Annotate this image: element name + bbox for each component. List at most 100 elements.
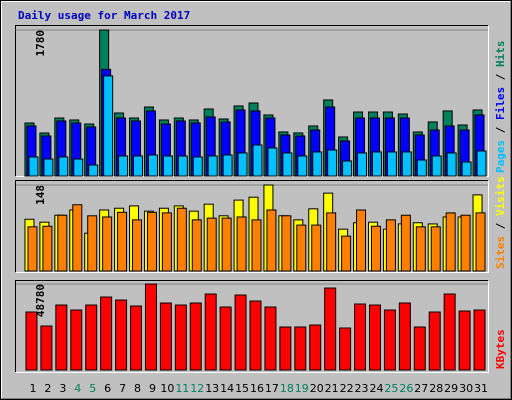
bar — [28, 156, 39, 177]
bar — [446, 152, 457, 177]
bar — [236, 216, 247, 272]
bar — [70, 309, 83, 371]
bar — [43, 158, 54, 177]
x-tick-label: 16 — [250, 382, 264, 395]
bar — [357, 152, 368, 177]
bar — [251, 219, 262, 272]
bar — [222, 154, 233, 177]
bar — [311, 224, 322, 272]
bar — [383, 309, 396, 371]
legend-entry: Hits — [494, 41, 507, 68]
x-tick-label: 13 — [205, 382, 219, 395]
x-tick-label: 9 — [149, 382, 156, 395]
bar — [55, 304, 68, 371]
panel-bevel — [15, 280, 489, 373]
bar — [354, 303, 367, 371]
bar — [189, 302, 202, 371]
bar — [237, 152, 248, 177]
bar — [339, 327, 352, 371]
bar — [58, 156, 69, 177]
y-tick-label: 48780 — [34, 284, 47, 317]
y-tick-label: 148 — [34, 185, 47, 205]
x-tick-label: 14 — [220, 382, 234, 395]
bar — [341, 235, 352, 272]
bar — [413, 326, 426, 371]
bar — [400, 214, 411, 272]
legend-separator: / — [494, 67, 507, 87]
bar — [431, 155, 442, 177]
x-tick-label: 24 — [369, 382, 383, 395]
bar — [73, 158, 84, 177]
bar — [266, 209, 277, 272]
bar — [234, 294, 247, 371]
x-tick-label: 2 — [44, 382, 51, 395]
legend-entry: Sites — [494, 236, 507, 269]
bar — [115, 299, 128, 371]
bar — [460, 214, 471, 272]
panel-bevel — [15, 25, 489, 177]
bar — [87, 215, 98, 272]
bar — [475, 212, 486, 272]
bar — [117, 211, 128, 272]
bar — [386, 151, 397, 177]
bar — [252, 144, 263, 177]
x-tick-label: 17 — [265, 382, 279, 395]
bar — [294, 326, 307, 371]
y-tick-label: 1780 — [34, 30, 47, 57]
bar — [416, 159, 427, 177]
bar — [40, 325, 53, 371]
bar — [445, 212, 456, 272]
bar — [133, 155, 144, 177]
bar — [461, 161, 472, 177]
x-tick-label: 7 — [119, 382, 126, 395]
bar — [324, 287, 337, 371]
x-tick-label: 25 — [384, 382, 398, 395]
bar — [204, 293, 217, 371]
bar — [476, 150, 487, 177]
x-tick-label: 18 — [280, 382, 294, 395]
bar — [159, 302, 172, 371]
panel-bevel — [15, 180, 489, 273]
bar — [326, 212, 337, 272]
x-tick-label: 21 — [325, 382, 339, 395]
bar — [267, 147, 278, 177]
x-tick-label: 6 — [104, 382, 111, 395]
x-tick-label: 31 — [474, 382, 488, 395]
bar — [296, 224, 307, 272]
bar — [219, 306, 232, 371]
x-tick-label: 28 — [429, 382, 443, 395]
x-tick-label: 26 — [399, 382, 413, 395]
bar — [177, 155, 188, 177]
bar — [162, 155, 173, 177]
x-tick-label: 11 — [175, 382, 189, 395]
bar — [85, 304, 98, 371]
bar — [161, 212, 172, 272]
bar — [25, 311, 38, 371]
bar — [458, 310, 471, 371]
x-tick-label: 8 — [134, 382, 141, 395]
bar — [297, 155, 308, 177]
legend: KBytes — [494, 329, 507, 369]
legend-entry: Visits — [494, 176, 507, 216]
bar — [57, 214, 68, 272]
x-tick-label: 1 — [29, 382, 36, 395]
bar — [192, 156, 203, 177]
bar — [356, 209, 367, 272]
bar — [281, 215, 292, 272]
bar — [144, 283, 157, 371]
bar — [309, 324, 322, 371]
bar — [428, 311, 441, 371]
chart-title: Daily usage for March 2017 — [18, 9, 190, 22]
bar — [370, 225, 381, 272]
x-tick-label: 5 — [89, 382, 96, 395]
bar — [176, 207, 187, 272]
bar — [398, 302, 411, 371]
bar — [42, 225, 53, 272]
x-tick-label: 3 — [59, 382, 66, 395]
panel-bevel — [15, 25, 489, 177]
legend: Pages / Files / Hits — [494, 41, 507, 174]
bar — [207, 155, 218, 177]
bar — [174, 304, 187, 371]
x-tick-label: 29 — [444, 382, 458, 395]
